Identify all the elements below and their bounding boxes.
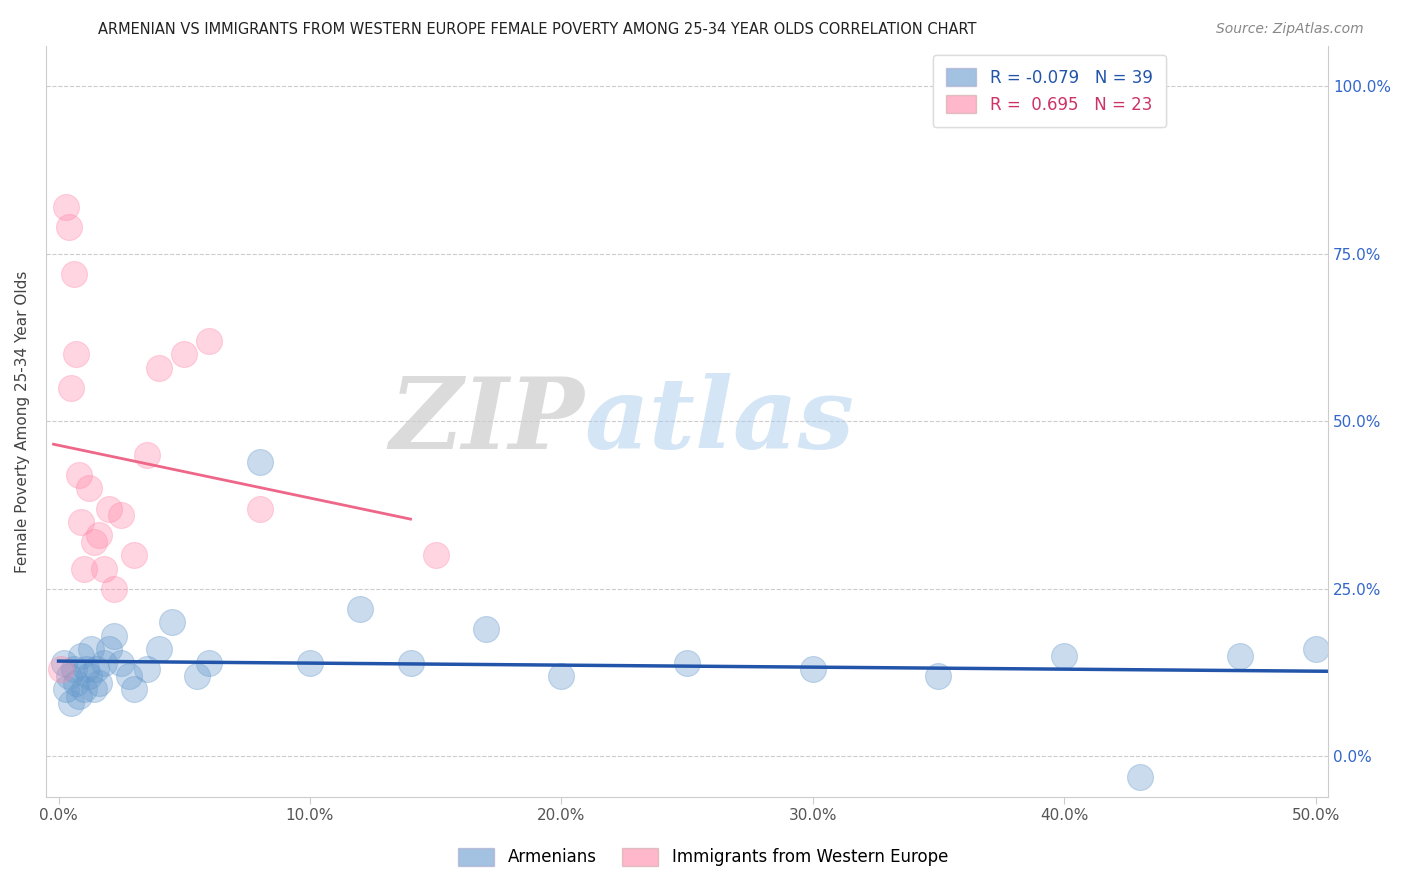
Point bbox=[77, 482, 100, 496]
Text: atlas: atlas bbox=[585, 373, 855, 470]
Point bbox=[122, 682, 145, 697]
Point bbox=[62, 662, 84, 676]
Point bbox=[83, 535, 105, 549]
Point bbox=[87, 675, 110, 690]
Point bbox=[83, 682, 105, 697]
Point bbox=[135, 662, 157, 676]
Point bbox=[97, 642, 120, 657]
Point bbox=[62, 267, 84, 281]
Point bbox=[186, 669, 208, 683]
Point bbox=[58, 669, 80, 683]
Point bbox=[148, 360, 170, 375]
Point bbox=[65, 347, 87, 361]
Point bbox=[425, 549, 447, 563]
Point bbox=[58, 220, 80, 235]
Point bbox=[160, 615, 183, 630]
Point bbox=[399, 656, 422, 670]
Point bbox=[60, 381, 83, 395]
Point bbox=[173, 347, 195, 361]
Point bbox=[198, 334, 221, 348]
Point bbox=[135, 448, 157, 462]
Point bbox=[1129, 770, 1152, 784]
Point bbox=[93, 562, 115, 576]
Point bbox=[84, 662, 107, 676]
Point bbox=[298, 656, 321, 670]
Point bbox=[103, 582, 125, 596]
Point bbox=[67, 468, 90, 483]
Point bbox=[73, 562, 96, 576]
Point bbox=[70, 515, 93, 529]
Point bbox=[110, 508, 132, 523]
Point bbox=[676, 656, 699, 670]
Point bbox=[118, 669, 141, 683]
Point bbox=[550, 669, 572, 683]
Point bbox=[93, 656, 115, 670]
Point bbox=[60, 696, 83, 710]
Point bbox=[67, 689, 90, 703]
Text: ARMENIAN VS IMMIGRANTS FROM WESTERN EUROPE FEMALE POVERTY AMONG 25-34 YEAR OLDS : ARMENIAN VS IMMIGRANTS FROM WESTERN EURO… bbox=[98, 22, 977, 37]
Point bbox=[97, 501, 120, 516]
Point bbox=[110, 656, 132, 670]
Point bbox=[65, 675, 87, 690]
Point bbox=[103, 629, 125, 643]
Point bbox=[73, 682, 96, 697]
Point bbox=[148, 642, 170, 657]
Point bbox=[1305, 642, 1327, 657]
Point bbox=[349, 602, 371, 616]
Point bbox=[49, 662, 72, 676]
Y-axis label: Female Poverty Among 25-34 Year Olds: Female Poverty Among 25-34 Year Olds bbox=[15, 270, 30, 573]
Point bbox=[87, 528, 110, 542]
Point bbox=[52, 656, 75, 670]
Point bbox=[1229, 648, 1251, 663]
Point bbox=[1053, 648, 1076, 663]
Point bbox=[55, 682, 77, 697]
Legend: R = -0.079   N = 39, R =  0.695   N = 23: R = -0.079 N = 39, R = 0.695 N = 23 bbox=[934, 54, 1166, 127]
Point bbox=[198, 656, 221, 670]
Point bbox=[801, 662, 824, 676]
Point bbox=[475, 622, 498, 636]
Point bbox=[75, 662, 97, 676]
Point bbox=[80, 642, 103, 657]
Point bbox=[55, 200, 77, 214]
Legend: Armenians, Immigrants from Western Europe: Armenians, Immigrants from Western Europ… bbox=[450, 839, 956, 875]
Point bbox=[927, 669, 949, 683]
Point bbox=[249, 501, 271, 516]
Point bbox=[77, 669, 100, 683]
Point bbox=[122, 549, 145, 563]
Text: Source: ZipAtlas.com: Source: ZipAtlas.com bbox=[1216, 22, 1364, 37]
Point bbox=[70, 648, 93, 663]
Text: ZIP: ZIP bbox=[389, 373, 585, 470]
Point bbox=[249, 455, 271, 469]
